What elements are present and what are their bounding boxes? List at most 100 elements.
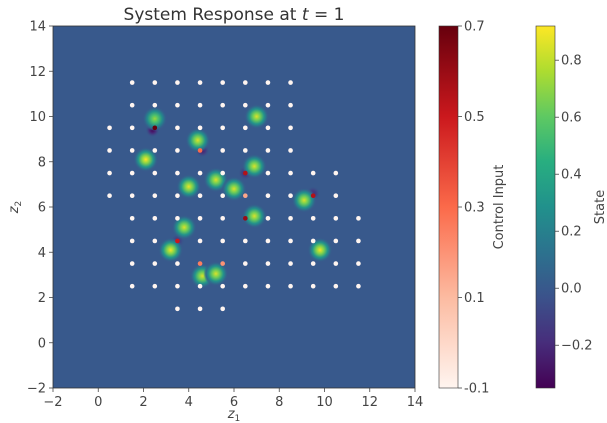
- control-point: [175, 216, 180, 221]
- control-point: [197, 125, 203, 131]
- control-point: [243, 238, 248, 244]
- state-peak: [142, 106, 168, 132]
- control-point: [288, 102, 293, 108]
- state-peak: [221, 176, 247, 202]
- control-point: [152, 148, 158, 153]
- colorbar-tick-label: 0.7: [464, 20, 485, 35]
- x-tick-label: 2: [139, 395, 147, 410]
- y-tick-label: 0: [38, 336, 46, 351]
- control-point: [265, 125, 271, 131]
- y-tick-label: 4: [38, 246, 46, 261]
- control-point: [333, 193, 339, 198]
- control-point: [129, 80, 135, 85]
- x-tick-label: −2: [43, 395, 62, 410]
- control-point: [197, 80, 203, 85]
- control-point: [175, 306, 180, 312]
- state-peak: [158, 237, 184, 263]
- control-point: [310, 283, 316, 289]
- control-point: [265, 216, 271, 221]
- control-point: [152, 80, 158, 85]
- control-point: [220, 125, 225, 131]
- state-colorbar: [535, 25, 556, 389]
- x-tick-label: 0: [94, 395, 102, 410]
- x-tick-label: 14: [407, 395, 424, 410]
- control-point: [129, 283, 135, 289]
- control-points: [107, 80, 361, 312]
- control-colorbar-ticks: 0.7 0.5 0.3 0.1 -0.1: [458, 20, 489, 397]
- state-peak: [307, 237, 333, 263]
- control-point: [175, 102, 180, 108]
- x-tick-label: 8: [275, 395, 283, 410]
- control-point: [152, 283, 158, 289]
- control-point: [152, 216, 158, 221]
- control-point: [333, 216, 339, 221]
- control-point: [107, 170, 112, 176]
- control-point: [220, 283, 225, 289]
- control-point: [356, 283, 361, 289]
- state-colorbar-label: State: [593, 190, 607, 224]
- control-point: [310, 193, 316, 198]
- control-point: [197, 193, 203, 198]
- control-point: [288, 80, 293, 85]
- control-point: [152, 193, 158, 198]
- chart-title: System Response at t = 1: [124, 5, 345, 25]
- control-point: [152, 125, 158, 131]
- control-point: [356, 261, 361, 266]
- control-point: [288, 238, 293, 244]
- control-point: [220, 193, 225, 198]
- control-point: [152, 170, 158, 176]
- control-point: [243, 193, 248, 198]
- control-point: [243, 80, 248, 85]
- control-point: [265, 170, 271, 176]
- colorbar-tick-label: 0.1: [464, 291, 485, 306]
- control-colorbar-label: Control Input: [492, 165, 507, 250]
- control-point: [220, 261, 225, 266]
- control-point: [129, 170, 135, 176]
- control-point: [129, 102, 135, 108]
- control-point: [288, 125, 293, 131]
- plot-background: [53, 26, 415, 388]
- control-point: [356, 216, 361, 221]
- control-point: [265, 238, 271, 244]
- control-point: [220, 102, 225, 108]
- control-point: [288, 216, 293, 221]
- x-tick-label: 6: [230, 395, 238, 410]
- state-peak: [171, 214, 197, 240]
- state-peak: [203, 261, 229, 287]
- control-point: [310, 238, 316, 244]
- control-point: [175, 148, 180, 153]
- y-tick-label: −2: [27, 382, 46, 397]
- control-point: [333, 170, 339, 176]
- control-point: [288, 170, 293, 176]
- control-point: [152, 261, 158, 266]
- control-point: [152, 102, 158, 108]
- x-axis: −2 0 2 4 6 8 10 12 14: [43, 388, 423, 410]
- colorbar-tick-label: 0.2: [561, 225, 582, 240]
- control-point: [175, 261, 180, 266]
- control-point: [107, 148, 112, 153]
- y-tick-label: 10: [29, 110, 46, 125]
- control-point: [197, 261, 203, 266]
- state-peak: [241, 203, 267, 229]
- control-point: [220, 216, 225, 221]
- control-point: [129, 125, 135, 131]
- control-point: [243, 148, 248, 153]
- control-point: [243, 102, 248, 108]
- control-point: [175, 80, 180, 85]
- colorbar-tick-label: 0.3: [464, 201, 485, 216]
- control-point: [288, 193, 293, 198]
- control-point: [129, 193, 135, 198]
- control-point: [265, 283, 271, 289]
- state-peak: [176, 174, 202, 200]
- y-axis-label: z2: [7, 201, 24, 215]
- y-tick-label: 8: [38, 155, 46, 170]
- control-point: [356, 238, 361, 244]
- x-axis-label: z1: [227, 407, 241, 423]
- control-colorbar: [438, 25, 459, 389]
- control-point: [333, 238, 339, 244]
- y-tick-label: 12: [29, 65, 46, 80]
- control-point: [265, 261, 271, 266]
- control-point: [152, 238, 158, 244]
- control-point: [333, 261, 339, 266]
